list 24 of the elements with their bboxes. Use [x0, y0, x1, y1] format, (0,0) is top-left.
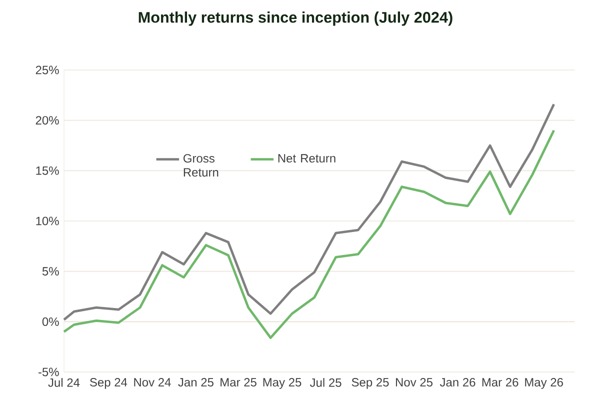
x-tick-label: Mar 26: [482, 378, 518, 387]
legend-label: Gross Return: [184, 154, 218, 177]
x-tick-label: Mar 25: [220, 378, 256, 387]
x-tick-label: Jan 25: [178, 378, 214, 387]
y-tick-label: 25%: [36, 66, 59, 74]
y-tick-label: 10%: [36, 216, 59, 226]
y-tick-label: 5%: [42, 267, 59, 276]
x-tick-label: Nov 24: [134, 378, 171, 387]
x-tick-label: May 26: [525, 378, 563, 389]
x-tick-label: Jul 24: [48, 378, 80, 387]
line-series: [62, 129, 556, 339]
x-tick-label: Jul 25: [310, 378, 342, 387]
y-tick-label: 0%: [42, 317, 59, 326]
y-tick-label: 15%: [36, 166, 59, 175]
y-tick-label: -5%: [38, 368, 59, 376]
x-tick-label: Sep 24: [90, 378, 128, 389]
x-tick-label: Jan 26: [440, 378, 476, 387]
x-tick-label: May 25: [263, 378, 302, 389]
x-tick-label: Nov 25: [396, 378, 433, 387]
legend-label: Net Return: [278, 154, 336, 163]
x-tick-label: Sep 25: [352, 378, 389, 389]
y-tick-label: 20%: [36, 116, 59, 125]
chart-title: Monthly returns since inception (July 2024): [138, 12, 452, 26]
line-series: [62, 103, 556, 321]
